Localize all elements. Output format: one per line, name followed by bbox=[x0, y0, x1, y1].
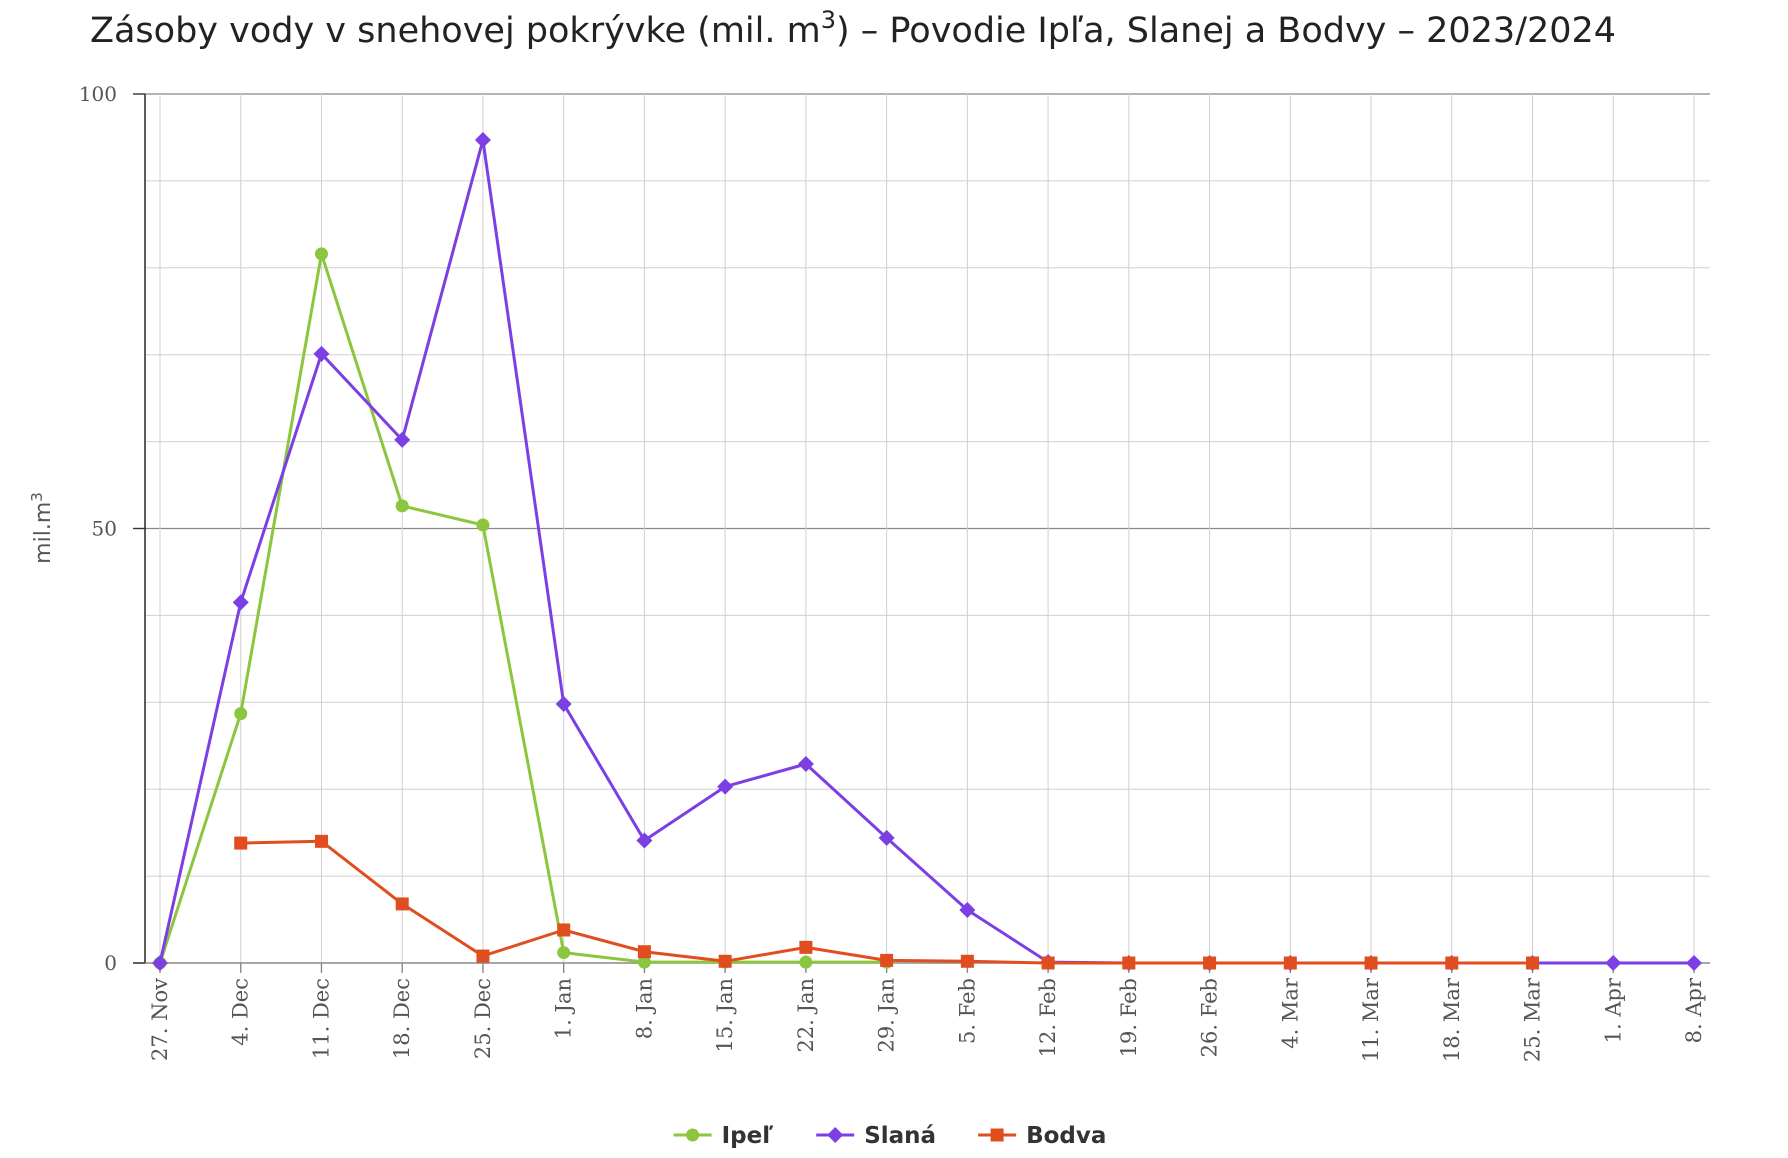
legend-swatch-marker bbox=[686, 1128, 700, 1142]
legend-item[interactable]: Bodva bbox=[978, 1123, 1106, 1149]
data-point bbox=[1445, 956, 1459, 970]
data-point bbox=[718, 954, 732, 968]
x-tick-label: 8. Jan bbox=[632, 978, 656, 1039]
legend-swatch-marker bbox=[827, 1127, 844, 1143]
data-point bbox=[555, 696, 572, 713]
data-point bbox=[1605, 955, 1622, 971]
x-tick-label: 5. Feb bbox=[955, 978, 979, 1044]
data-point bbox=[557, 946, 571, 960]
x-tick-label: 11. Mar bbox=[1359, 977, 1383, 1062]
y-axis-title: mil.m3 bbox=[28, 492, 56, 564]
series-line bbox=[158, 138, 1696, 965]
data-point bbox=[395, 897, 409, 911]
y-tick-label: 0 bbox=[104, 951, 117, 975]
series-0 bbox=[153, 247, 894, 970]
series-line bbox=[158, 252, 889, 965]
x-tick-label: 26. Feb bbox=[1198, 978, 1222, 1057]
data-point bbox=[1364, 956, 1378, 970]
data-point bbox=[476, 949, 490, 963]
data-point bbox=[637, 945, 651, 959]
series-1 bbox=[152, 132, 1702, 971]
data-point bbox=[880, 953, 894, 967]
data-point bbox=[959, 901, 976, 918]
grid-lines bbox=[145, 93, 1710, 963]
data-point bbox=[637, 955, 651, 969]
data-point bbox=[557, 923, 571, 937]
data-point bbox=[314, 247, 328, 261]
x-axis-ticks: 27. Nov 4. Dec 11. Dec 18. Dec 25. Dec 1. Jan… bbox=[148, 963, 1706, 1062]
y-axis-ticks: 0 50 100 bbox=[79, 82, 145, 975]
data-point bbox=[1526, 956, 1540, 970]
data-point bbox=[1203, 956, 1217, 970]
data-point bbox=[1041, 956, 1055, 970]
data-point bbox=[234, 836, 248, 850]
x-tick-label: 18. Dec bbox=[390, 978, 414, 1059]
x-tick-label: 25. Dec bbox=[471, 978, 495, 1059]
data-point bbox=[1122, 956, 1136, 970]
y-tick-label: 50 bbox=[92, 517, 117, 541]
data-point bbox=[313, 345, 330, 362]
x-tick-label: 25. Mar bbox=[1521, 977, 1545, 1062]
data-point bbox=[152, 955, 168, 971]
data-point bbox=[878, 829, 895, 846]
legend-label: Bodva bbox=[1026, 1123, 1106, 1149]
x-tick-label: 18. Mar bbox=[1440, 977, 1464, 1062]
data-point bbox=[1283, 956, 1297, 970]
x-tick-label: 29. Jan bbox=[875, 978, 899, 1053]
x-tick-label: 8. Apr bbox=[1682, 977, 1706, 1043]
x-tick-label: 15. Jan bbox=[713, 978, 737, 1053]
y-tick-label: 100 bbox=[79, 82, 117, 106]
x-tick-label: 4. Dec bbox=[229, 978, 253, 1046]
data-point bbox=[314, 834, 328, 848]
legend-swatch-marker bbox=[990, 1128, 1004, 1142]
x-tick-label: 1. Jan bbox=[552, 978, 576, 1039]
data-point bbox=[717, 778, 734, 795]
series-layer bbox=[152, 132, 1702, 971]
data-point bbox=[799, 940, 813, 954]
data-point bbox=[394, 431, 411, 448]
data-point bbox=[395, 499, 409, 513]
legend[interactable]: Ipeľ Slaná Bodva bbox=[673, 1123, 1107, 1149]
series-2 bbox=[234, 834, 1540, 970]
data-point bbox=[476, 518, 490, 532]
x-tick-label: 27. Nov bbox=[148, 978, 172, 1061]
legend-item[interactable]: Slaná bbox=[816, 1123, 936, 1149]
legend-label: Ipeľ bbox=[722, 1123, 775, 1149]
data-point bbox=[1686, 955, 1702, 971]
legend-label: Slaná bbox=[864, 1123, 936, 1149]
x-tick-label: 1. Apr bbox=[1601, 977, 1625, 1043]
data-point bbox=[474, 132, 491, 149]
x-tick-label: 12. Feb bbox=[1036, 978, 1060, 1057]
data-point bbox=[797, 755, 814, 772]
x-tick-label: 22. Jan bbox=[794, 978, 818, 1053]
data-point bbox=[960, 954, 974, 968]
legend-item[interactable]: Ipeľ bbox=[673, 1123, 775, 1149]
chart-title: Zásoby vody v snehovej pokrývke (mil. m3… bbox=[90, 6, 1616, 51]
x-tick-label: 19. Feb bbox=[1117, 978, 1141, 1057]
data-point bbox=[636, 832, 653, 849]
data-point bbox=[232, 594, 249, 611]
x-tick-label: 4. Mar bbox=[1278, 977, 1302, 1049]
data-point bbox=[234, 707, 248, 721]
x-tick-label: 11. Dec bbox=[309, 978, 333, 1059]
data-point bbox=[799, 955, 813, 969]
